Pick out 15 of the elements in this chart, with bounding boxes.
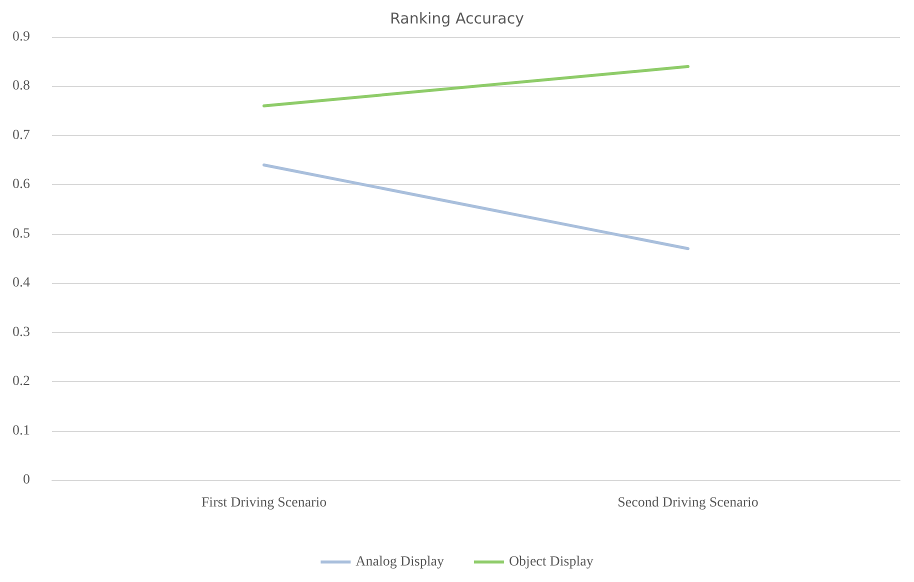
y-tick-label: 0.5 [12, 226, 30, 242]
y-tick-label: 0.8 [12, 78, 30, 94]
x-tick-label: First Driving Scenario [201, 496, 327, 510]
y-tick-label: 0.6 [12, 177, 30, 192]
y-tick-label: 0.1 [12, 423, 30, 438]
y-tick-label: 0.7 [12, 128, 30, 143]
y-tick-label: 0 [23, 472, 30, 488]
legend-label: Analog Display [356, 554, 444, 570]
chart-title: Ranking Accuracy [390, 10, 524, 28]
x-tick-label: Second Driving Scenario [618, 496, 758, 510]
legend-label: Object Display [508, 554, 594, 570]
y-tick-label: 0.9 [12, 30, 30, 44]
y-tick-label: 0.3 [12, 324, 30, 340]
y-tick-label: 0.2 [12, 374, 30, 390]
y-tick-label: 0.4 [12, 276, 30, 291]
